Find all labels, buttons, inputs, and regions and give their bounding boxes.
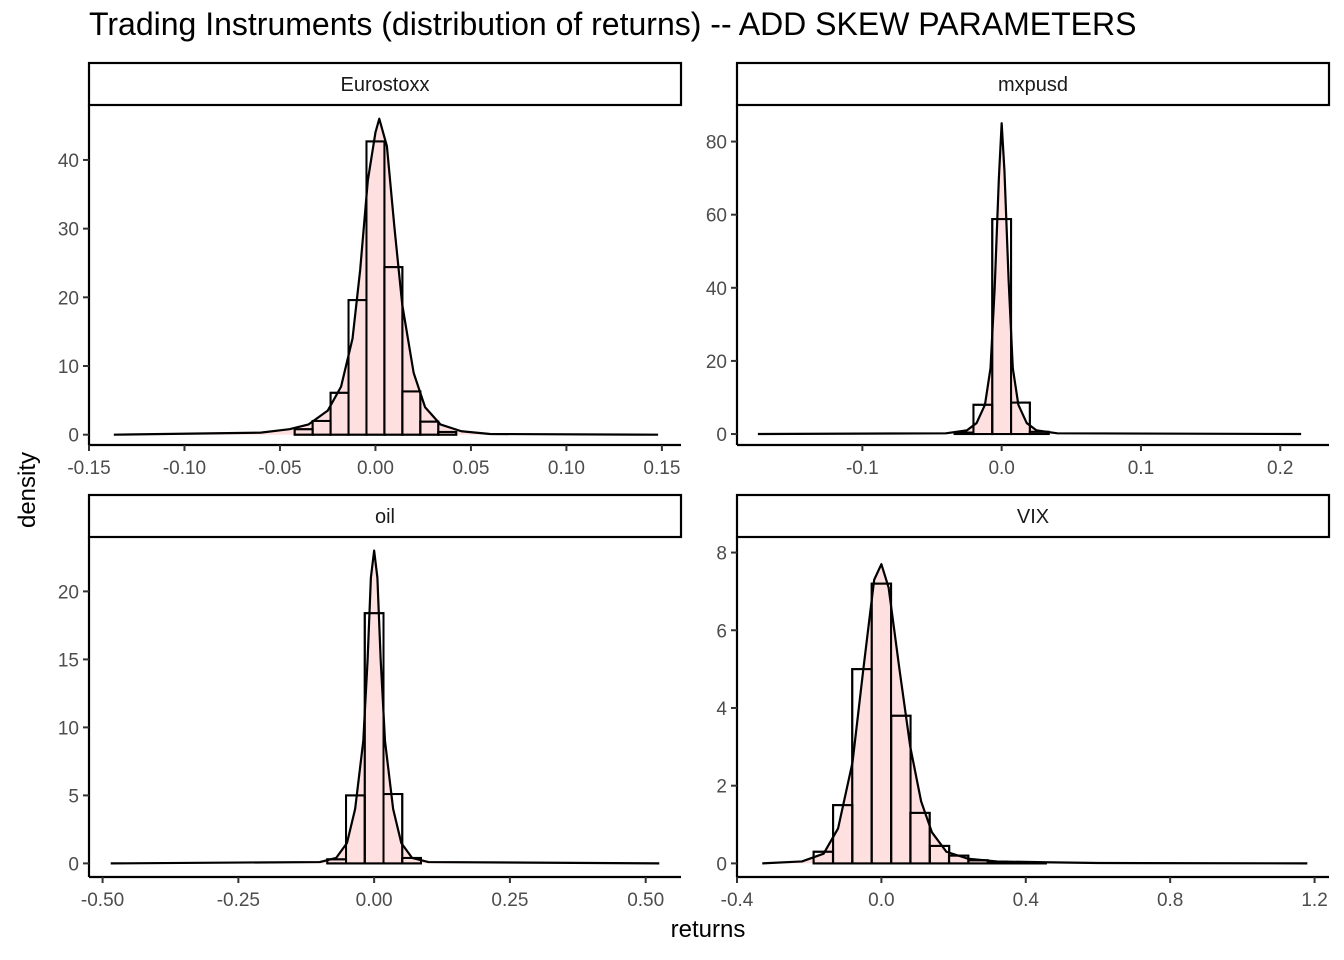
x-tick-label: 0.0 [988,458,1014,479]
facet-strip [87,493,683,539]
y-tick-label: 20 [706,352,727,373]
x-tick-label: -0.25 [217,890,260,911]
facet-strip [735,493,1331,539]
panel-vix: VIX 0 2 4 6 8 -0.4 0.0 0.4 0.8 1.2 [716,493,1331,911]
y-tick-label: 15 [58,650,79,671]
y-tick-label: 20 [58,582,79,603]
y-tick-label: 0 [716,854,727,875]
chart-title: Trading Instruments (distribution of ret… [89,6,1137,42]
density-area [110,550,660,864]
y-tick-label: 0 [68,426,79,447]
x-tick-label: 0.00 [357,458,394,479]
y-tick-label: 10 [58,718,79,739]
x-tick-label: 0.0 [868,890,894,911]
density-line [762,563,1308,865]
x-axis-label: returns [670,916,746,943]
histogram-bar-outline [890,714,912,865]
x-tick-label: 0.4 [1013,890,1040,911]
histogram-bar-outline [437,430,458,436]
histogram-bar-outline [363,612,385,865]
facet-label: VIX [1017,506,1049,528]
y-tick-label: 6 [716,621,727,642]
y-tick-label: 40 [58,151,79,172]
y-tick-label: 60 [706,206,727,227]
x-tick-label: 0.05 [452,458,489,479]
x-tick-label: 0.15 [643,458,680,479]
x-tick-label: -0.15 [67,458,110,479]
y-tick-label: 2 [716,777,727,798]
facet-label: Eurostoxx [341,74,430,96]
x-tick-label: 0.2 [1267,458,1293,479]
y-tick-label: 0 [716,425,727,446]
histogram-bar-outline [382,793,404,865]
x-tick-label: -0.10 [163,458,206,479]
density-area [762,564,1308,864]
density-line [757,122,1302,436]
facet-label: mxpusd [998,74,1068,96]
histogram-bar-outline [1010,401,1031,436]
x-tick-label: 0.25 [491,890,528,911]
histogram-bar-outline [909,811,931,865]
histogram-bar-outline [419,420,440,436]
x-tick-label: 1.2 [1301,890,1327,911]
histogram-bar-outline [401,390,422,436]
panel-mxpusd: mxpusd 0 20 40 60 80 -0.1 0.0 0.1 0.2 [706,61,1331,479]
x-tick-label: -0.1 [846,458,879,479]
x-tick-label: 0.10 [548,458,585,479]
x-tick-label: -0.05 [258,458,301,479]
y-tick-label: 5 [68,786,79,807]
y-tick-label: 40 [706,279,727,300]
y-tick-label: 20 [58,288,79,309]
density-line [110,549,660,865]
y-tick-label: 0 [68,854,79,875]
density-line [113,117,659,436]
y-tick-label: 4 [716,699,727,720]
y-tick-label: 30 [58,220,79,241]
facet-label: oil [375,506,395,528]
x-tick-label: 0.8 [1157,890,1183,911]
facet-strip [87,61,683,107]
y-tick-label: 8 [716,544,727,565]
y-tick-label: 80 [706,133,727,154]
density-area [113,118,659,435]
panel-eurostoxx: Eurostoxx 0 10 20 30 40 -0.15 -0.10 -0.05 0.00 0.0… [58,61,683,479]
y-tick-label: 10 [58,357,79,378]
x-tick-label: 0.1 [1128,458,1154,479]
facet-strip [735,61,1331,107]
x-tick-label: 0.00 [356,890,393,911]
density-area [757,123,1302,435]
histogram-bar-outline [383,266,404,436]
x-tick-label: -0.50 [81,890,124,911]
x-tick-label: -0.4 [721,890,754,911]
panel-oil: oil 0 5 10 15 20 -0.50 -0.25 0.00 0.25 0.50 [58,493,683,911]
x-tick-label: 0.50 [627,890,664,911]
